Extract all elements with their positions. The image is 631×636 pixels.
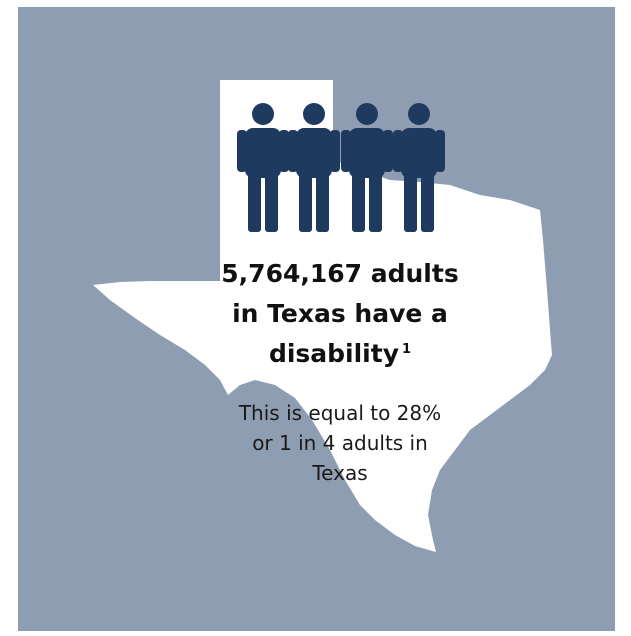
subtext-line-2: or 1 in 4 adults in <box>252 431 428 455</box>
subtext: This is equal to 28% or 1 in 4 adults in… <box>190 398 490 488</box>
person-icon <box>237 103 289 232</box>
subtext-line-3: Texas <box>312 461 368 485</box>
person-icon <box>393 103 445 232</box>
person-icon <box>288 103 340 232</box>
headline-line-2: in Texas have a <box>232 299 448 328</box>
people-icon-group <box>232 100 452 235</box>
headline-line-3-text: disability <box>268 339 400 368</box>
headline-line-1: 5,764,167 adults <box>221 259 459 288</box>
subtext-line-1: This is equal to 28% <box>238 401 442 425</box>
person-icon <box>341 103 393 232</box>
headline-line-3: disability 1 <box>190 334 490 374</box>
headline: 5,764,167 adults in Texas have a disabil… <box>190 254 490 374</box>
footnote-marker: 1 <box>402 342 412 357</box>
